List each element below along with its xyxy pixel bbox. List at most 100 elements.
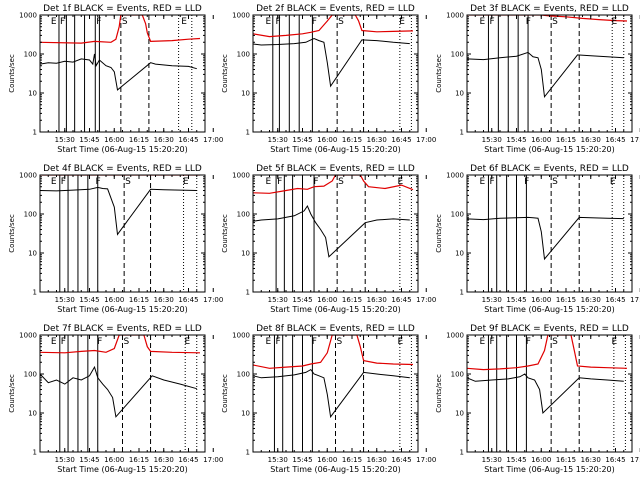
x-tick-label: 16:45 bbox=[178, 296, 198, 304]
y-axis-label: Counts/sec bbox=[221, 374, 229, 413]
marker-label: F bbox=[277, 177, 282, 187]
y-axis-label: Counts/sec bbox=[221, 54, 229, 93]
y-tick-label: 1 bbox=[33, 289, 37, 297]
series-events-line bbox=[467, 373, 624, 415]
marker-label: E bbox=[51, 177, 57, 187]
marker-label: F bbox=[524, 177, 529, 187]
series-events-line bbox=[40, 186, 197, 236]
x-tick-label: 15:30 bbox=[268, 296, 288, 304]
x-tick-label: 16:00 bbox=[104, 296, 124, 304]
x-tick-label: 16:30 bbox=[154, 136, 174, 144]
marker-label: E bbox=[266, 337, 272, 347]
plot-area bbox=[253, 175, 414, 292]
x-tick-label: 16:15 bbox=[129, 296, 149, 304]
x-tick-label: 16:30 bbox=[367, 456, 387, 464]
panel-title: Det 9f BLACK = Events, RED = LLD bbox=[470, 324, 629, 334]
x-tick-label: 16:00 bbox=[104, 136, 124, 144]
x-tick-label: 15:30 bbox=[482, 136, 502, 144]
marker-label: F bbox=[61, 177, 66, 187]
x-tick-label: 16:30 bbox=[581, 136, 601, 144]
x-axis-label: Start Time (06-Aug-15 15:20:20) bbox=[484, 465, 615, 474]
marker-label: F bbox=[61, 337, 66, 347]
y-tick-label: 10 bbox=[28, 410, 37, 418]
x-tick-label: 16:30 bbox=[367, 296, 387, 304]
marker-label: F bbox=[312, 337, 317, 347]
x-tick-label: 15:30 bbox=[55, 136, 75, 144]
plot-area bbox=[467, 335, 628, 452]
y-tick-label: 1 bbox=[246, 449, 250, 457]
marker-label: S bbox=[125, 177, 131, 187]
panel-title: Det 2f BLACK = Events, RED = LLD bbox=[256, 4, 415, 14]
y-tick-label: 10 bbox=[455, 250, 464, 258]
series-lld-line bbox=[253, 175, 414, 194]
y-tick-label: 1 bbox=[33, 449, 37, 457]
y-axis-label: Counts/sec bbox=[435, 374, 443, 413]
x-tick-label: 16:45 bbox=[391, 456, 411, 464]
marker-label: E bbox=[610, 177, 616, 187]
y-axis-label: Counts/sec bbox=[8, 54, 16, 93]
x-tick-label: 16:15 bbox=[342, 296, 362, 304]
y-tick-label: 1 bbox=[246, 289, 250, 297]
x-tick-label: 16:45 bbox=[178, 456, 198, 464]
x-tick-label: 16:15 bbox=[342, 136, 362, 144]
marker-label: F bbox=[60, 17, 65, 27]
series-events-line bbox=[467, 51, 624, 99]
y-axis-label: Counts/sec bbox=[435, 54, 443, 93]
x-tick-label: 16:00 bbox=[317, 136, 337, 144]
marker-label: E bbox=[480, 337, 486, 347]
x-tick-label: 16:45 bbox=[605, 456, 625, 464]
x-tick-label: 15:45 bbox=[506, 296, 526, 304]
y-tick-label: 100 bbox=[451, 211, 464, 219]
marker-label: E bbox=[266, 177, 272, 187]
marker-label: F bbox=[95, 177, 100, 187]
y-tick-label: 100 bbox=[451, 371, 464, 379]
x-tick-label: 16:30 bbox=[581, 296, 601, 304]
y-tick-label: 1000 bbox=[232, 332, 250, 340]
x-tick-label: 17:00 bbox=[416, 296, 436, 304]
panel-title: Det 5f BLACK = Events, RED = LLD bbox=[256, 164, 415, 174]
series-lld-line bbox=[253, 15, 414, 38]
x-tick-label: 16:00 bbox=[531, 136, 551, 144]
axes-frame bbox=[39, 14, 206, 133]
x-tick-label: 17:00 bbox=[416, 456, 436, 464]
y-tick-label: 10 bbox=[241, 250, 250, 258]
marker-label: F bbox=[96, 17, 101, 27]
marker-label: F bbox=[489, 177, 494, 187]
x-axis-label: Start Time (06-Aug-15 15:20:20) bbox=[270, 305, 401, 314]
x-tick-label: 15:45 bbox=[506, 456, 526, 464]
x-tick-label: 15:30 bbox=[55, 296, 75, 304]
x-tick-label: 16:45 bbox=[605, 296, 625, 304]
y-tick-label: 100 bbox=[24, 211, 37, 219]
y-tick-label: 1 bbox=[246, 129, 250, 137]
marker-label: S bbox=[124, 337, 130, 347]
x-tick-label: 15:45 bbox=[506, 136, 526, 144]
x-tick-label: 16:15 bbox=[129, 456, 149, 464]
x-tick-label: 16:00 bbox=[317, 456, 337, 464]
x-tick-label: 16:00 bbox=[531, 456, 551, 464]
x-tick-label: 15:45 bbox=[79, 456, 99, 464]
y-axis-label: Counts/sec bbox=[8, 214, 16, 253]
x-tick-label: 15:30 bbox=[55, 456, 75, 464]
y-tick-label: 100 bbox=[237, 51, 250, 59]
x-tick-label: 17:00 bbox=[630, 456, 640, 464]
x-tick-label: 16:30 bbox=[154, 456, 174, 464]
marker-label: F bbox=[275, 17, 280, 27]
y-tick-label: 1000 bbox=[446, 172, 464, 180]
marker-label: S bbox=[338, 17, 344, 27]
x-tick-label: 17:00 bbox=[416, 136, 436, 144]
axes-frame bbox=[466, 174, 633, 293]
y-tick-label: 10 bbox=[28, 250, 37, 258]
marker-label: S bbox=[552, 17, 558, 27]
y-tick-label: 10 bbox=[455, 90, 464, 98]
x-tick-label: 17:00 bbox=[203, 296, 223, 304]
y-tick-label: 100 bbox=[451, 51, 464, 59]
x-tick-label: 16:00 bbox=[531, 296, 551, 304]
marker-label: E bbox=[399, 17, 405, 27]
x-tick-label: 16:45 bbox=[391, 296, 411, 304]
